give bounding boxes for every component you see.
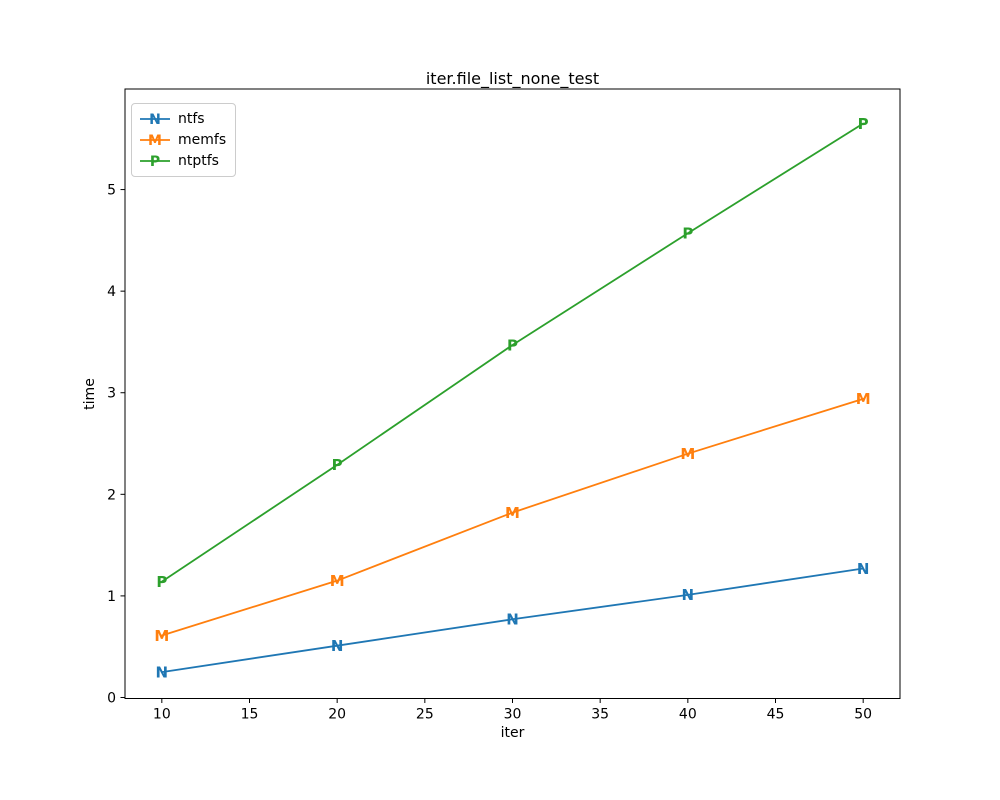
legend-marker-ntptfs: P	[150, 154, 160, 169]
x-tick-label: 15	[241, 707, 259, 723]
x-axis-label: iter	[500, 725, 525, 741]
x-tick-label: 45	[767, 707, 785, 723]
x-tick-label: 35	[591, 707, 609, 723]
marker-ntptfs-50: P	[858, 115, 869, 133]
series-line-ntptfs	[160, 122, 865, 583]
marker-memfs-10: M	[154, 627, 169, 645]
legend-label-ntfs: ntfs	[178, 111, 205, 127]
legend-line-sample-memfs: M	[140, 133, 170, 148]
y-tick-label: 5	[107, 183, 116, 199]
chart-title: iter.file_list_none_test	[425, 69, 600, 88]
marker-ntptfs-30: P	[507, 336, 518, 354]
marker-memfs-50: M	[856, 390, 871, 408]
marker-ntfs-20: N	[331, 637, 344, 655]
y-axis-label: time	[82, 378, 98, 410]
marker-memfs-40: M	[680, 445, 695, 463]
marker-ntptfs-10: P	[156, 573, 167, 591]
axes-frame	[124, 88, 901, 699]
y-tick-label: 2	[107, 487, 116, 503]
marker-memfs-20: M	[330, 572, 345, 590]
x-tick-label: 30	[504, 707, 522, 723]
legend-marker-ntfs: N	[149, 112, 161, 127]
x-tick-label: 50	[854, 707, 872, 723]
y-tick-label: 3	[107, 386, 116, 402]
x-tick-label: 25	[416, 707, 434, 723]
marker-ntfs-30: N	[506, 611, 519, 629]
legend-label-memfs: memfs	[178, 132, 227, 148]
marker-memfs-30: M	[505, 504, 520, 522]
marker-ntptfs-40: P	[682, 225, 693, 243]
x-tick-label: 20	[328, 707, 346, 723]
marker-ntfs-10: N	[156, 663, 169, 681]
legend-marker-memfs: M	[148, 133, 162, 148]
legend-line-sample-ntfs: N	[140, 112, 170, 127]
legend-label-ntptfs: ntptfs	[178, 153, 219, 169]
y-tick-label: 1	[107, 589, 116, 605]
x-tick-label: 10	[153, 707, 171, 723]
series-line-memfs	[160, 397, 865, 637]
legend-line-sample-ntptfs: P	[140, 154, 170, 169]
marker-ntfs-50: N	[857, 560, 870, 578]
y-tick-label: 0	[107, 690, 116, 706]
marker-ntptfs-20: P	[332, 456, 343, 474]
y-tick-label: 4	[107, 284, 116, 300]
marker-ntfs-40: N	[682, 586, 695, 604]
series-line-ntfs	[160, 567, 865, 673]
x-tick-label: 40	[679, 707, 697, 723]
